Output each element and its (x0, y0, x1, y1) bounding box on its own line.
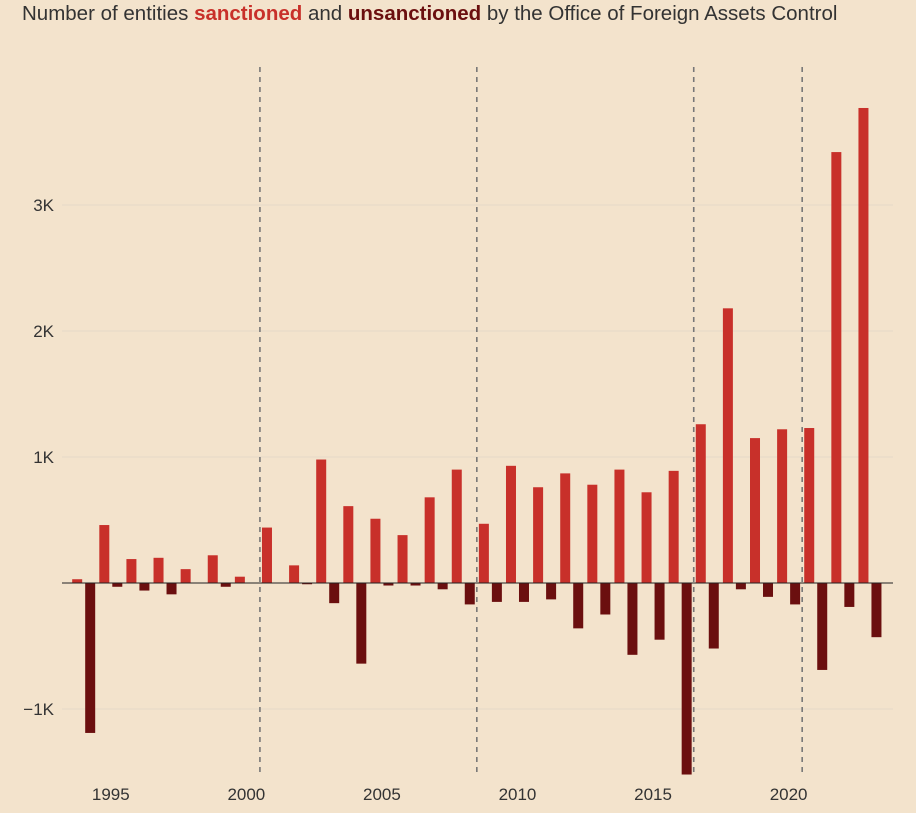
unsanctioned-bar (166, 583, 177, 595)
sanctioned-bar (560, 473, 571, 583)
unsanctioned-bar (437, 583, 448, 590)
unsanctioned-bar (546, 583, 557, 600)
title-prefix: Number of entities (22, 2, 195, 25)
sanctioned-bar (316, 459, 327, 583)
unsanctioned-bar (112, 583, 123, 587)
sanctioned-bar (668, 470, 679, 583)
unsanctioned-bar (356, 583, 367, 664)
sanctioned-bar (397, 535, 408, 583)
unsanctioned-bar (302, 583, 313, 585)
unsanctioned-bar (763, 583, 774, 597)
x-tick-label: 1995 (92, 785, 130, 804)
sanctioned-bar (777, 429, 788, 583)
sanctioned-bar (261, 527, 272, 583)
x-tick-label: 2000 (227, 785, 265, 804)
y-tick-label: −1K (23, 700, 54, 719)
sanctioned-bar (614, 469, 625, 583)
sanctioned-bar (289, 565, 300, 583)
sanctioned-bar (858, 107, 869, 583)
sanctioned-bar (451, 469, 462, 583)
unsanctioned-bar (329, 583, 340, 604)
sanctioned-bar (234, 576, 245, 583)
unsanctioned-bar (491, 583, 502, 602)
title-suffix: by the Office of Foreign Assets Control (481, 2, 838, 25)
y-tick-label: 1K (33, 448, 54, 467)
sanctioned-bar (72, 579, 83, 583)
title-middle: and (302, 2, 348, 25)
x-tick-label: 2020 (770, 785, 808, 804)
unsanctioned-bar (464, 583, 475, 605)
unsanctioned-bar (708, 583, 719, 649)
unsanctioned-bar (790, 583, 801, 605)
y-tick-label: 3K (33, 196, 54, 215)
unsanctioned-bar (681, 583, 692, 775)
sanctioned-bar (722, 308, 733, 583)
unsanctioned-bar (573, 583, 584, 629)
sanctioned-bar (207, 555, 218, 583)
unsanctioned-bar (410, 583, 421, 586)
sanctioned-bar (424, 497, 435, 583)
sanctioned-bar (750, 438, 761, 583)
sanctioned-bar (505, 465, 516, 583)
unsanctioned-bar (654, 583, 665, 640)
y-tick-label: 2K (33, 322, 54, 341)
sanctioned-bar (587, 484, 598, 583)
unsanctioned-bar (735, 583, 746, 590)
sanctioned-bar (695, 424, 706, 583)
unsanctioned-bar (627, 583, 638, 655)
x-tick-label: 2005 (363, 785, 401, 804)
sanctioned-bar (126, 559, 137, 583)
unsanctioned-bar (600, 583, 611, 615)
unsanctioned-bar (817, 583, 828, 670)
chart-title: Number of entities sanctioned and unsanc… (22, 0, 882, 28)
sanctioned-bar (641, 492, 652, 583)
bars (72, 107, 882, 775)
unsanctioned-bar (383, 583, 394, 586)
unsanctioned-bar (139, 583, 150, 591)
sanctioned-bar (99, 525, 110, 583)
x-tick-label: 2015 (634, 785, 672, 804)
sanctioned-bar (804, 428, 815, 583)
sanctioned-bar (831, 152, 842, 583)
period-dividers (259, 67, 803, 773)
sanctioned-bar (533, 487, 544, 583)
unsanctioned-bar (220, 583, 231, 587)
title-unsanctioned-word: unsanctioned (347, 2, 482, 25)
sanctioned-bar (180, 569, 191, 583)
sanctioned-bar (343, 506, 354, 583)
sanctioned-bar (370, 518, 381, 583)
y-axis-ticks: −1K 1K 2K 3K (23, 196, 54, 719)
unsanctioned-bar (844, 583, 855, 607)
unsanctioned-bar (871, 583, 882, 638)
x-tick-label: 2010 (499, 785, 537, 804)
unsanctioned-bar (518, 583, 529, 602)
sanctioned-bar (153, 557, 164, 583)
title-sanctioned-word: sanctioned (194, 2, 303, 25)
x-axis-ticks: 1995 2000 2005 2010 2015 2020 (92, 785, 808, 804)
sanctioned-bar (478, 523, 489, 583)
unsanctioned-bar (85, 583, 96, 733)
